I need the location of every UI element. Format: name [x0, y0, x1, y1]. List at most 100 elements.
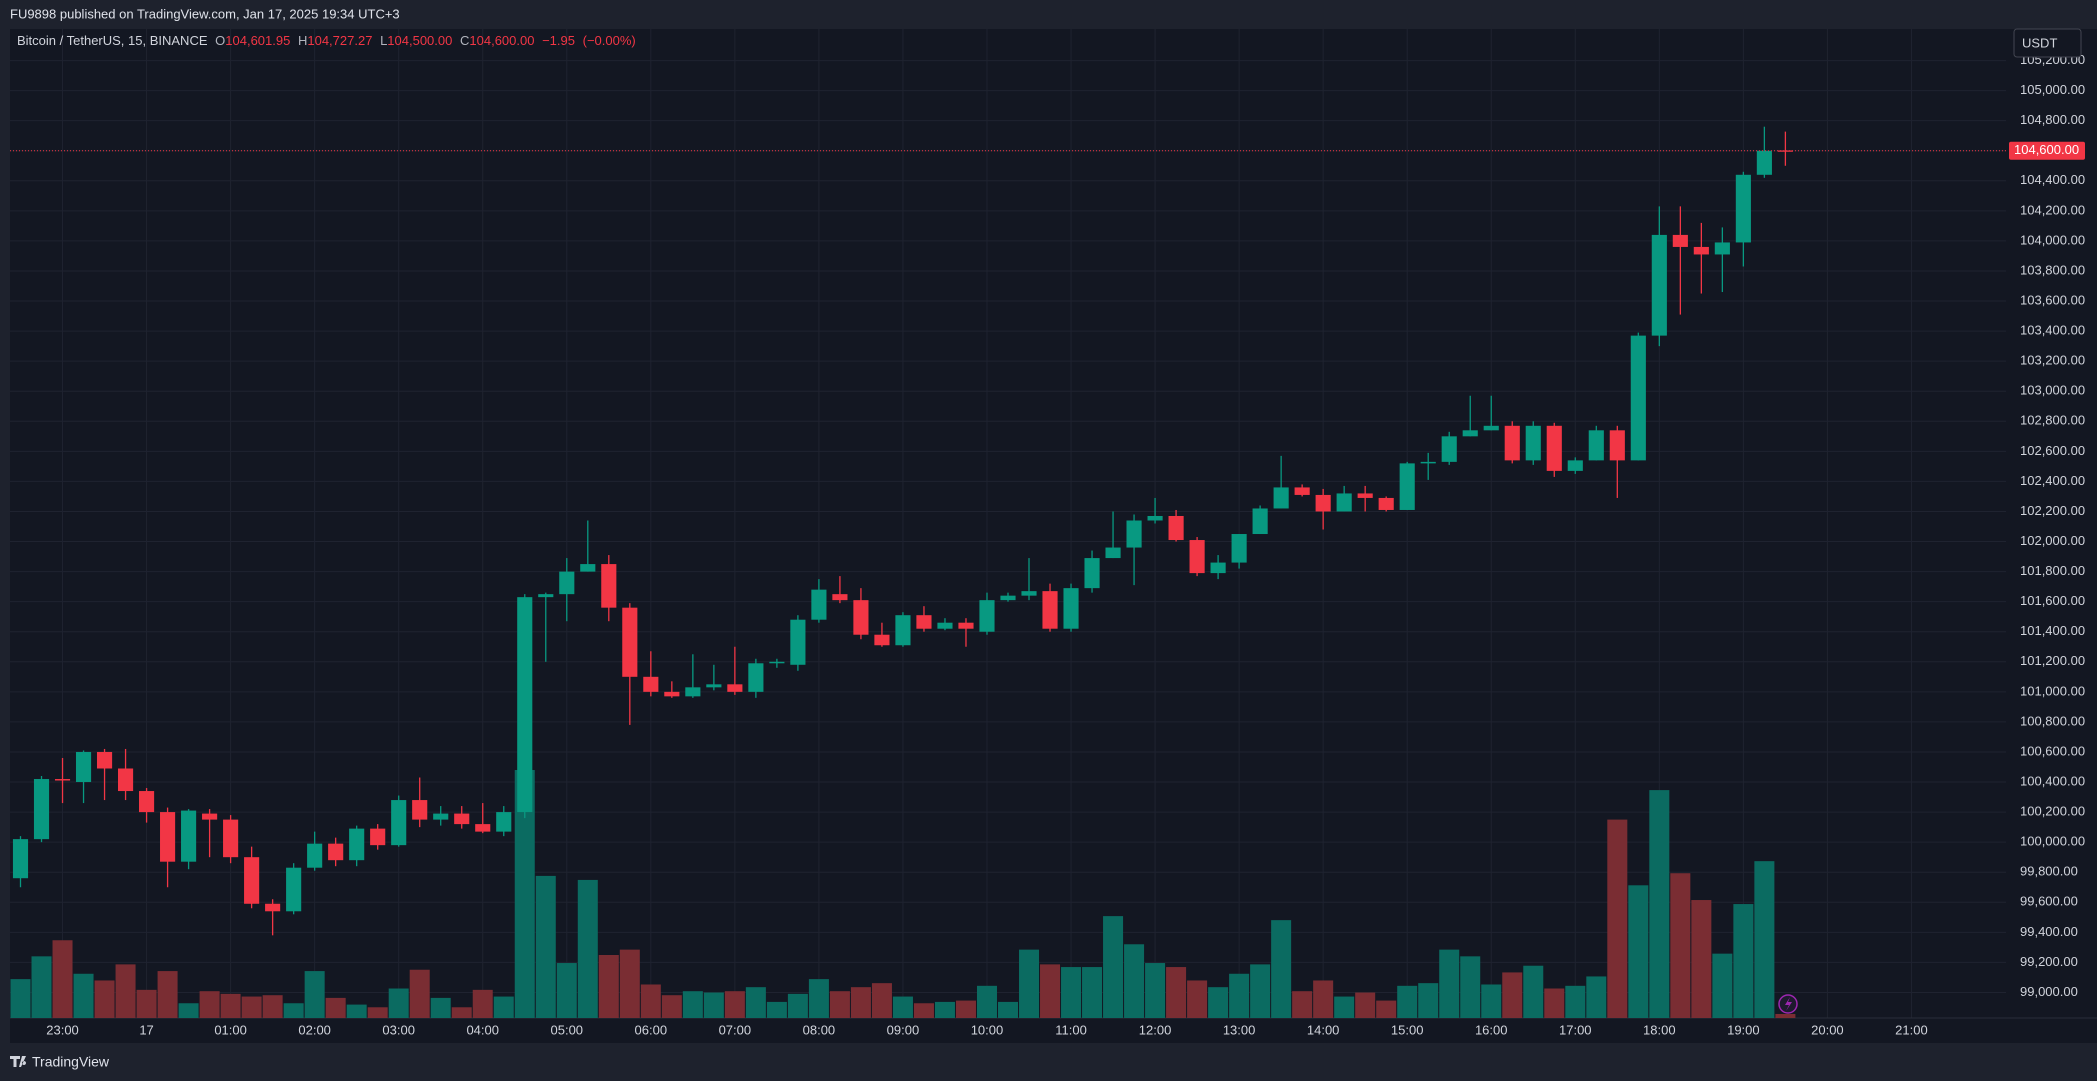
currency-button-box[interactable]	[2013, 28, 2082, 58]
volume-bar	[1082, 967, 1103, 1018]
currency-button-label[interactable]: USDT	[2022, 35, 2057, 50]
y-tick-label: 101,800.00	[2020, 563, 2085, 578]
y-tick-label: 101,000.00	[2020, 683, 2085, 698]
y-tick-label: 102,800.00	[2020, 413, 2085, 428]
volume-bar	[1334, 996, 1355, 1018]
candle-body	[1126, 520, 1142, 548]
candle-body	[622, 607, 638, 677]
candle-body	[1189, 540, 1205, 574]
plot-layer: 99,000.00 99,200.00 99,400.00 99,600.00 99,8…	[10, 29, 2097, 1037]
x-tick-label: 11:00	[1055, 1022, 1087, 1037]
candle-body	[54, 779, 71, 781]
volume-bar	[514, 770, 535, 1018]
y-tick-label: 100,200.00	[2020, 804, 2085, 819]
candle-body	[1147, 515, 1163, 521]
volume-bar	[1397, 985, 1418, 1018]
candle-body	[1693, 246, 1709, 255]
volume-bar	[1355, 992, 1376, 1018]
candle-body	[1462, 430, 1478, 437]
volume-bar	[1187, 980, 1208, 1018]
candle-body	[370, 828, 386, 846]
candle-body	[832, 594, 848, 601]
last-price-label: 104,600.00	[2014, 142, 2079, 157]
volume-bar	[682, 991, 703, 1018]
volume-bar	[913, 1003, 934, 1018]
volume-bar	[892, 996, 913, 1018]
volume-bar	[1670, 873, 1691, 1018]
lightning-bolt[interactable]	[1785, 997, 1792, 1011]
x-tick-label: 17	[139, 1022, 153, 1037]
volume-bar	[1313, 980, 1334, 1018]
y-tick-label: 102,000.00	[2020, 533, 2085, 548]
brand-name: TradingView	[32, 1054, 110, 1070]
candle-body	[517, 597, 533, 813]
volume-bar	[1229, 973, 1250, 1018]
volume-bar	[325, 997, 346, 1018]
x-tick-label: 09:00	[887, 1022, 920, 1037]
volume-bar	[1544, 988, 1565, 1018]
candle-body	[33, 779, 50, 840]
volume-bar	[430, 997, 451, 1018]
candle-body	[265, 903, 281, 912]
volume-bar	[10, 979, 31, 1018]
volume-bar	[829, 991, 850, 1018]
candle-body	[1294, 487, 1310, 495]
legend: Bitcoin / TetherUS, 15, BINANCE O104,601…	[17, 33, 636, 48]
candle-body	[1000, 595, 1016, 601]
x-tick-label: 10:00	[971, 1022, 1004, 1037]
candle-body	[685, 687, 701, 697]
candle-body	[1525, 425, 1541, 461]
volume-bar	[262, 995, 283, 1018]
volume-bar	[1376, 1000, 1397, 1018]
candle-body	[643, 676, 659, 692]
candle-body	[286, 867, 302, 912]
candle-body	[139, 791, 155, 813]
volume-bar	[1775, 1013, 1796, 1018]
volume-bar	[997, 1001, 1019, 1018]
candle-body	[223, 819, 239, 858]
volume-bar	[115, 964, 136, 1018]
volume-bar	[1418, 983, 1439, 1018]
x-tick-label: 14:00	[1307, 1022, 1340, 1037]
x-tick-label: 17:00	[1559, 1022, 1592, 1037]
candle-body	[75, 751, 92, 783]
volume-bar	[1586, 976, 1607, 1018]
legend-close: 104,600.00	[469, 33, 534, 48]
volume-bar	[1754, 861, 1775, 1018]
legend-low-label: L	[380, 33, 387, 48]
lightning-icon[interactable]	[1778, 994, 1798, 1014]
x-tick-label: 06:00	[635, 1022, 668, 1037]
currency-button[interactable]: USDT	[2013, 28, 2082, 58]
volume-bar	[1628, 885, 1649, 1018]
candle-body	[538, 594, 554, 598]
candle-body	[1084, 558, 1100, 589]
candle-body	[937, 622, 953, 629]
volume-bar	[409, 969, 430, 1018]
x-tick-label: 12:00	[1139, 1022, 1172, 1037]
volume-bar	[1040, 964, 1061, 1018]
candle-body	[664, 691, 680, 697]
candle-body	[601, 564, 617, 608]
y-tick-label: 101,200.00	[2020, 653, 2085, 668]
legend-high: 104,727.27	[307, 33, 372, 48]
x-tick-label: 05:00	[551, 1022, 584, 1037]
y-tick-label: 102,600.00	[2020, 443, 2085, 458]
x-tick-label: 20:00	[1811, 1022, 1844, 1037]
volume-bar	[871, 983, 892, 1018]
candle-body	[853, 600, 869, 635]
volume-bar	[388, 988, 409, 1018]
candle-body	[117, 768, 134, 792]
volume-bar	[1292, 991, 1313, 1018]
y-tick-label: 99,800.00	[2020, 864, 2078, 879]
candle-body	[706, 684, 722, 688]
volume-bar	[1502, 972, 1523, 1018]
volume-bar	[724, 991, 745, 1018]
candle-body	[1588, 430, 1604, 461]
volume-bar	[787, 993, 808, 1018]
candle-body	[1336, 493, 1352, 512]
y-tick-label: 101,600.00	[2020, 593, 2085, 608]
volume-bar	[220, 993, 241, 1018]
volume-bar	[745, 987, 766, 1018]
volume-bar	[1439, 949, 1460, 1018]
